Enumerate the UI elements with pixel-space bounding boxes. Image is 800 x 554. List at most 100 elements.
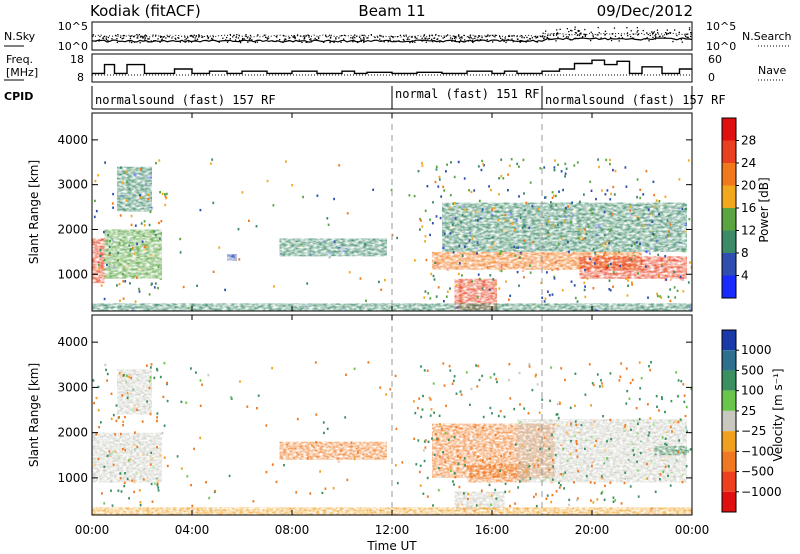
- noise-dot: [529, 38, 531, 40]
- scatter-cell: [124, 280, 127, 283]
- scatter-cell: [661, 397, 663, 401]
- scatter-cell: [628, 267, 631, 270]
- noise-left-tick-bottom: 10^0: [58, 40, 88, 53]
- scatter-cell: [95, 209, 98, 213]
- noise-dot: [568, 31, 570, 33]
- scatter-cell: [153, 376, 156, 380]
- scatter-cell: [483, 447, 486, 451]
- scatter-cell: [456, 217, 460, 221]
- scatter-cell: [610, 228, 612, 232]
- scatter-cell: [103, 275, 106, 279]
- noise-dot: [147, 41, 149, 43]
- noise-dot: [276, 40, 278, 42]
- scatter-cell: [571, 201, 573, 204]
- scatter-cell: [520, 258, 523, 262]
- scatter-cell: [528, 226, 531, 230]
- scatter-cell: [636, 460, 638, 463]
- scatter-cell: [665, 272, 668, 276]
- noise-dot: [367, 37, 369, 39]
- scatter-cell: [537, 428, 540, 431]
- scatter-cell: [418, 397, 420, 400]
- scatter-cell: [122, 297, 125, 300]
- scatter-cell: [678, 268, 681, 272]
- scatter-cell: [429, 218, 431, 221]
- scatter-cell: [611, 217, 614, 221]
- scatter-cell: [473, 509, 476, 513]
- scatter-cell: [543, 443, 546, 447]
- scatter-cell: [111, 239, 114, 243]
- scatter-cell: [476, 385, 479, 388]
- scatter-cell: [655, 239, 658, 243]
- scatter-cell: [443, 300, 445, 303]
- noise-dot: [245, 35, 247, 38]
- scatter-cell: [342, 309, 345, 311]
- scatter-cell: [453, 510, 456, 514]
- noise-dot: [590, 39, 592, 42]
- scatter-cell: [592, 287, 595, 290]
- noise-dot: [246, 37, 249, 39]
- scatter-cell: [685, 405, 688, 409]
- scatter-cell: [500, 269, 503, 273]
- noise-dot: [111, 38, 113, 40]
- noise-dot: [352, 39, 354, 41]
- scatter-cell: [445, 295, 448, 298]
- x-tick-label: 20:00: [575, 523, 610, 537]
- scatter-cell: [599, 476, 602, 480]
- scatter-cell: [509, 504, 511, 508]
- scatter-cell: [422, 394, 424, 398]
- scatter-cell: [395, 427, 398, 431]
- scatter-cell: [379, 386, 382, 389]
- scatter-cell: [574, 420, 577, 423]
- noise-dot: [266, 38, 269, 40]
- noise-panel: N.Sky 10^5 10^0 10^5 10^0 N.Search: [4, 20, 792, 53]
- scatter-cell: [419, 217, 421, 221]
- noise-dot: [229, 38, 231, 40]
- scatter-cell: [521, 226, 524, 229]
- scatter-cell: [661, 458, 664, 461]
- power-scatter-field: [92, 158, 692, 311]
- y-tick-label: 3000: [57, 178, 88, 192]
- velocity-colorbar-label: 500: [741, 363, 764, 377]
- noise-dot: [630, 35, 632, 38]
- noise-dot: [122, 35, 124, 37]
- noise-dot: [202, 36, 204, 38]
- scatter-cell: [571, 214, 574, 218]
- scatter-cell: [584, 295, 587, 299]
- scatter-cell: [442, 451, 444, 454]
- scatter-cell: [601, 476, 604, 480]
- scatter-cell: [476, 455, 479, 458]
- scatter-cell: [552, 224, 555, 228]
- scatter-cell: [605, 266, 608, 270]
- scatter-cell: [564, 172, 567, 175]
- scatter-cell: [476, 252, 478, 255]
- scatter-cell: [595, 308, 598, 311]
- scatter-cell: [630, 428, 632, 431]
- y-tick-label: 4000: [57, 133, 88, 147]
- scatter-cell: [527, 412, 530, 415]
- scatter-cell: [452, 251, 455, 254]
- scatter-cell: [659, 478, 661, 481]
- scatter-cell: [625, 185, 628, 188]
- noise-dot: [423, 34, 426, 36]
- noise-dot: [102, 37, 105, 39]
- scatter-cell: [134, 431, 136, 434]
- scatter-cell: [504, 482, 507, 485]
- scatter-cell: [612, 185, 615, 189]
- scatter-cell: [282, 308, 286, 311]
- scatter-cell: [160, 220, 163, 223]
- scatter-cell: [425, 258, 428, 262]
- scatter-cell: [669, 484, 672, 487]
- scatter-cell: [637, 446, 640, 450]
- scatter-cell: [451, 470, 454, 474]
- scatter-cell: [649, 202, 652, 206]
- scatter-cell: [481, 159, 484, 163]
- noise-dot: [460, 39, 462, 41]
- scatter-cell: [476, 247, 479, 251]
- scatter-cell: [636, 196, 638, 199]
- noise-dot: [544, 35, 546, 38]
- scatter-cell: [642, 193, 645, 196]
- noise-dot: [141, 35, 143, 38]
- scatter-cell: [212, 201, 215, 205]
- noise-dot: [472, 41, 474, 43]
- scatter-cell: [507, 468, 510, 472]
